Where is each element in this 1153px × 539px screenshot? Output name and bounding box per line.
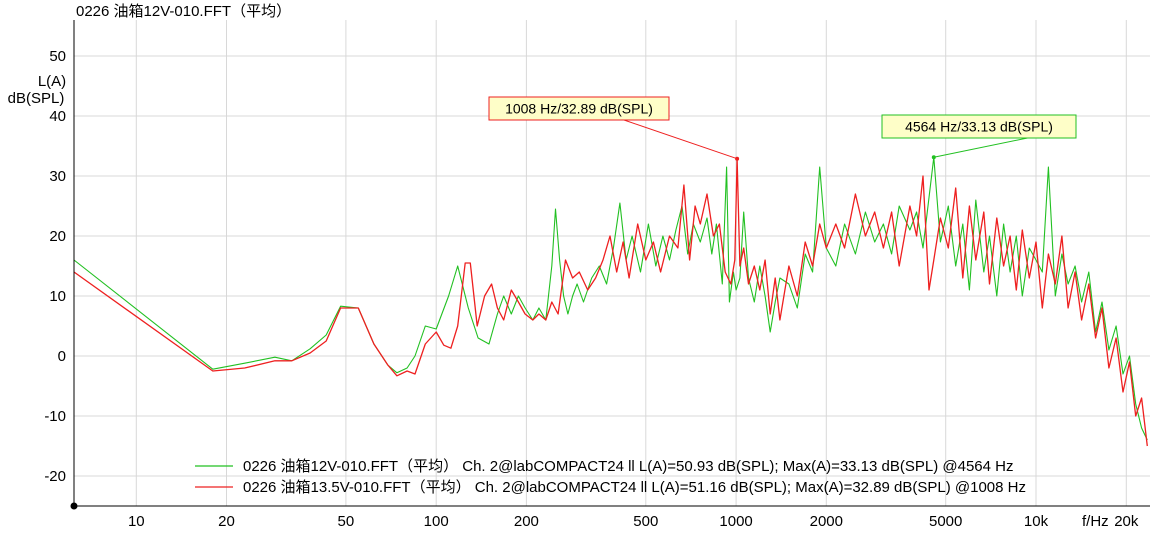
peak-annotations: 1008 Hz/32.89 dB(SPL) 4564 Hz/33.13 dB(SP… [488, 96, 1077, 161]
x-tick-label: 5000 [929, 513, 962, 530]
y-tick-label: 40 [49, 108, 66, 125]
x-tick-label: 100 [424, 513, 449, 530]
annotation-label: 4564 Hz/33.13 dB(SPL) [905, 119, 1053, 135]
y-tick-label: 30 [49, 168, 66, 185]
x-tick-label: 200 [514, 513, 539, 530]
annotation-leader [623, 119, 738, 160]
y-tick-label: 50 [49, 48, 66, 65]
x-tick-label: 20 [218, 513, 235, 530]
annotation-leader [933, 137, 1028, 158]
x-axis-title: f/Hz [1082, 513, 1109, 530]
x-tick-label: 10 [128, 513, 145, 530]
x-tick-label: 50 [338, 513, 355, 530]
y-axis-title-line1: L(A) [38, 73, 66, 90]
axis-origin-dot [70, 502, 78, 510]
annotation-box [488, 96, 670, 121]
tick-labels: 10 20 50 100 200 500 1000 2000 5000 10k 20k5040302… [44, 48, 1139, 530]
annotation-box [881, 114, 1077, 139]
x-tick-label: 2000 [810, 513, 843, 530]
x-tick-label: 500 [633, 513, 658, 530]
legend: 0226 油箱12V-010.FFT（平均） Ch. 2@labCOMPACT2… [195, 458, 1026, 496]
y-tick-label: 20 [49, 228, 66, 245]
grid-lines [74, 20, 1150, 506]
y-tick-label: 10 [49, 288, 66, 305]
annotation-marker [931, 155, 936, 160]
window-title: 0226 油箱12V-010.FFT（平均） [76, 3, 292, 20]
plot-background [74, 20, 1150, 506]
y-tick-label: -10 [44, 408, 66, 425]
x-tick-label: 1000 [719, 513, 752, 530]
legend-entry: 0226 油箱13.5V-010.FFT（平均） Ch. 2@labCOMPAC… [243, 479, 1026, 496]
annotation-label: 1008 Hz/32.89 dB(SPL) [505, 101, 653, 117]
y-axis-title-line2: dB(SPL) [8, 90, 65, 107]
x-tick-label: 20k [1114, 513, 1139, 530]
y-tick-label: -20 [44, 468, 66, 485]
x-tick-label: 10k [1024, 513, 1049, 530]
legend-entry: 0226 油箱12V-010.FFT（平均） Ch. 2@labCOMPACT2… [243, 458, 1014, 475]
annotation-marker [735, 156, 740, 161]
y-tick-label: 0 [58, 348, 66, 365]
